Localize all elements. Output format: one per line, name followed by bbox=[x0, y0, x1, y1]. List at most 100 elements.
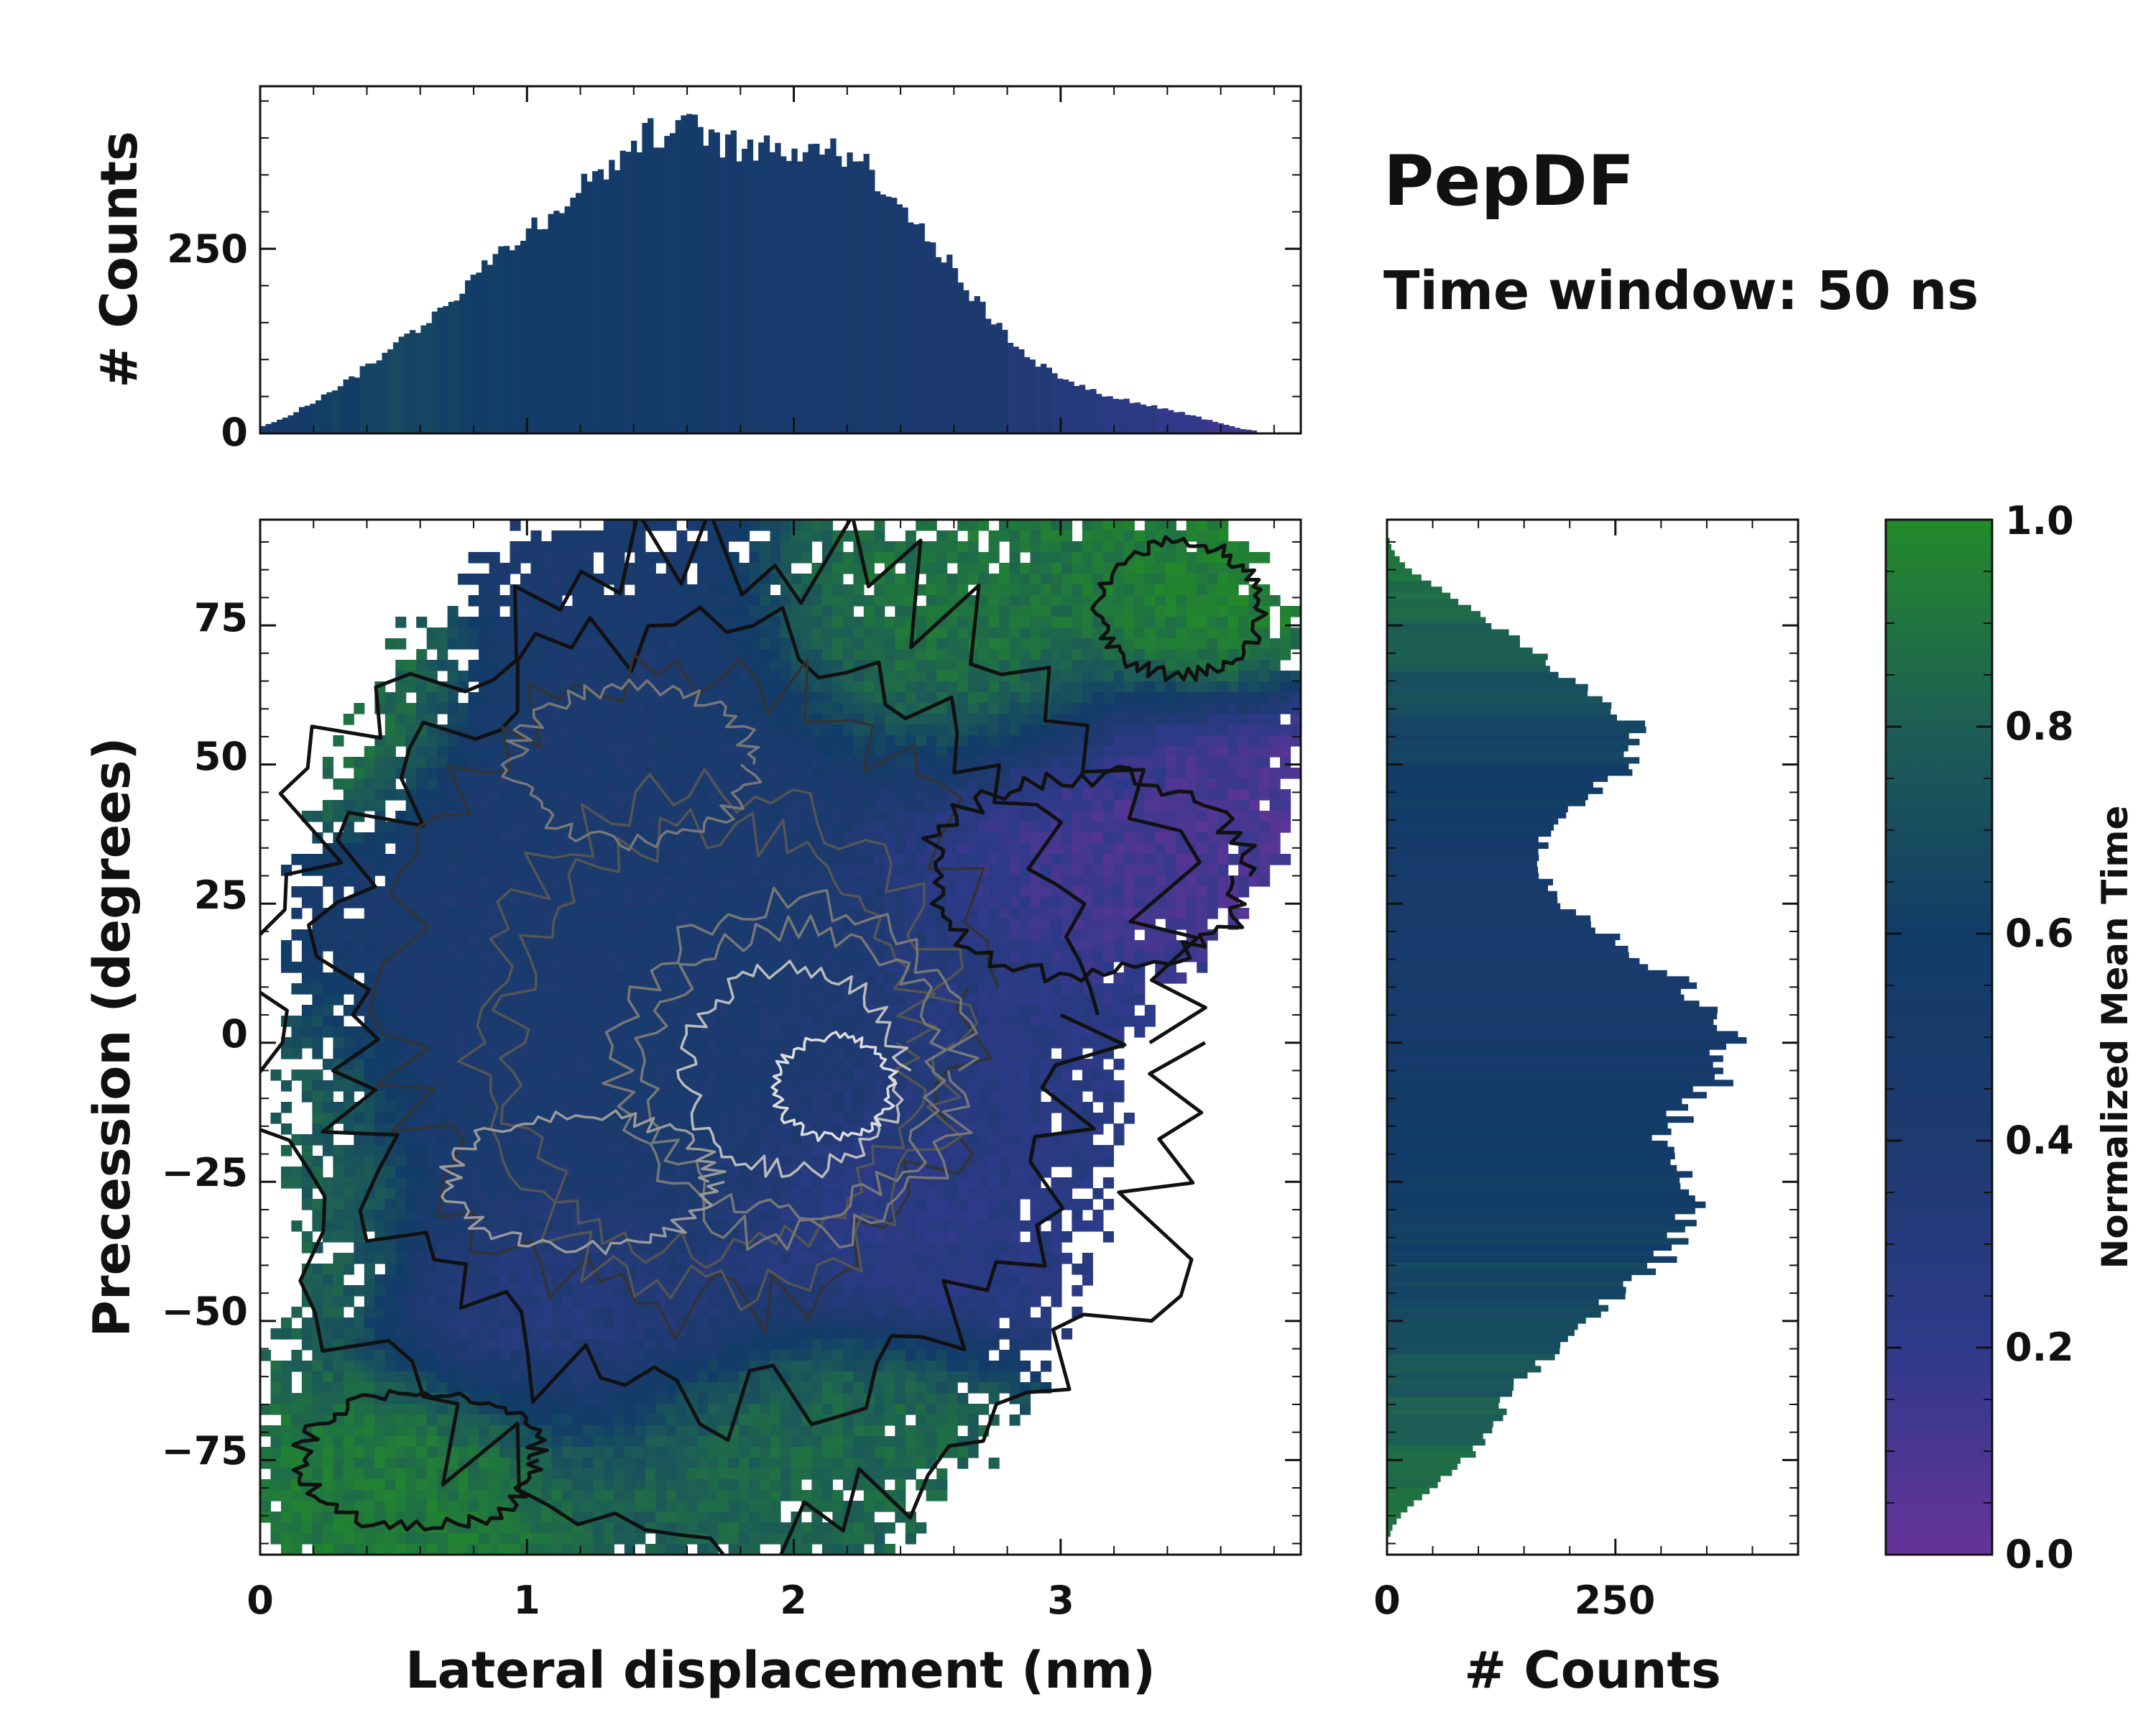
heatmap-cell bbox=[665, 714, 677, 725]
heatmap-cell bbox=[1259, 584, 1271, 596]
heatmap-cell bbox=[749, 865, 760, 876]
heatmap-cell bbox=[1051, 1102, 1062, 1113]
heatmap-cell bbox=[395, 951, 407, 962]
heatmap-cell bbox=[1092, 1016, 1104, 1027]
heatmap-cell bbox=[665, 865, 677, 876]
heatmap-cell bbox=[312, 854, 323, 865]
heatmap-cell bbox=[988, 1005, 1000, 1016]
heatmap-cell bbox=[874, 897, 885, 908]
heatmap-cell bbox=[374, 1048, 386, 1059]
heatmap-cell bbox=[988, 735, 1000, 747]
heatmap-cell bbox=[1113, 951, 1125, 962]
heatmap-cell bbox=[322, 854, 333, 865]
heatmap-cell bbox=[603, 735, 614, 747]
heatmap-cell bbox=[561, 735, 573, 747]
heatmap-cell bbox=[1092, 735, 1104, 747]
heatmap-cell bbox=[1041, 584, 1052, 596]
heatmap-cell bbox=[1290, 627, 1301, 639]
heatmap-cell bbox=[1269, 595, 1281, 607]
heatmap-cell bbox=[530, 606, 542, 617]
heatmap-cell bbox=[437, 1156, 448, 1167]
heatmap-cell bbox=[1061, 757, 1073, 768]
heatmap-cell bbox=[905, 865, 916, 876]
heatmap-cell bbox=[749, 1080, 760, 1092]
heatmap-cell bbox=[967, 854, 979, 865]
heatmap-cell bbox=[1144, 951, 1156, 962]
heatmap-cell bbox=[635, 541, 646, 553]
heatmap-cell bbox=[895, 908, 906, 919]
heatmap-cell bbox=[978, 843, 990, 855]
heatmap-cell bbox=[447, 919, 459, 930]
heatmap-cell bbox=[676, 692, 688, 704]
heatmap-cell bbox=[281, 1123, 292, 1135]
heatmap-cell bbox=[551, 983, 563, 995]
heatmap-cell bbox=[1030, 703, 1041, 714]
heatmap-cell bbox=[1072, 994, 1083, 1006]
heatmap-cell bbox=[853, 574, 865, 585]
heatmap-cell bbox=[1217, 617, 1229, 628]
heatmap-cell bbox=[1030, 886, 1041, 898]
heatmap-cell bbox=[364, 768, 375, 779]
heatmap-cell bbox=[842, 822, 854, 833]
heatmap-cell bbox=[1113, 789, 1125, 801]
heatmap-cell bbox=[603, 994, 614, 1006]
heatmap-cell bbox=[760, 1102, 771, 1113]
heatmap-cell bbox=[760, 584, 771, 596]
heatmap-cell bbox=[561, 1005, 573, 1016]
heatmap-cell bbox=[946, 778, 958, 790]
heatmap-cell bbox=[624, 1134, 635, 1146]
heatmap-cell bbox=[416, 617, 428, 628]
heatmap-cell bbox=[312, 1123, 323, 1135]
heatmap-cell bbox=[458, 854, 469, 865]
heatmap-cell bbox=[1082, 822, 1093, 833]
heatmap-cell bbox=[510, 929, 521, 941]
heatmap-cell bbox=[1113, 552, 1125, 564]
heatmap-cell bbox=[437, 822, 448, 833]
heatmap-cell bbox=[603, 768, 614, 779]
heatmap-cell bbox=[895, 843, 906, 855]
heatmap-cell bbox=[1092, 789, 1104, 801]
heatmap-cell bbox=[312, 1070, 323, 1081]
heatmap-cell bbox=[593, 843, 604, 855]
heatmap-cell bbox=[426, 768, 438, 779]
heatmap-cell bbox=[1144, 865, 1156, 876]
heatmap-cell bbox=[1102, 951, 1114, 962]
heatmap-cell bbox=[1030, 638, 1041, 650]
heatmap-cell bbox=[853, 649, 865, 661]
heatmap-cell bbox=[551, 574, 563, 585]
heatmap-cell bbox=[739, 574, 750, 585]
heatmap-cell bbox=[1207, 843, 1218, 855]
heatmap-cell bbox=[686, 520, 698, 531]
heatmap-cell bbox=[458, 832, 469, 844]
heatmap-cell bbox=[1030, 724, 1041, 736]
heatmap-cell bbox=[999, 1167, 1010, 1178]
heatmap-cell bbox=[749, 1026, 760, 1038]
heatmap-cell bbox=[739, 1123, 750, 1135]
heatmap-cell bbox=[697, 854, 709, 865]
heatmap-cell bbox=[665, 1037, 677, 1049]
heatmap-cell bbox=[1227, 638, 1239, 650]
heatmap-cell bbox=[645, 1048, 656, 1059]
heatmap-cell bbox=[863, 865, 875, 876]
heatmap-cell bbox=[686, 746, 698, 758]
heatmap-cell bbox=[510, 1102, 521, 1113]
heatmap-cell bbox=[572, 1123, 584, 1135]
heatmap-cell bbox=[479, 692, 490, 704]
heatmap-cell bbox=[905, 778, 916, 790]
heatmap-cell bbox=[978, 757, 990, 768]
heatmap-cell bbox=[1197, 822, 1208, 833]
heatmap-cell bbox=[884, 681, 895, 693]
heatmap-cell bbox=[760, 606, 771, 617]
heatmap-cell bbox=[1269, 746, 1281, 758]
heatmap-cell bbox=[395, 972, 407, 984]
heatmap-cell bbox=[1020, 660, 1031, 671]
heatmap-cell bbox=[593, 994, 604, 1006]
heatmap-cell bbox=[520, 1091, 532, 1103]
heatmap-cell bbox=[967, 574, 979, 585]
heatmap-cell bbox=[853, 1059, 865, 1070]
heatmap-cell bbox=[374, 778, 386, 790]
heatmap-cell bbox=[1248, 789, 1260, 801]
heatmap-cell bbox=[728, 595, 740, 607]
heatmap-cell bbox=[842, 1070, 854, 1081]
heatmap-cell bbox=[1197, 692, 1208, 704]
